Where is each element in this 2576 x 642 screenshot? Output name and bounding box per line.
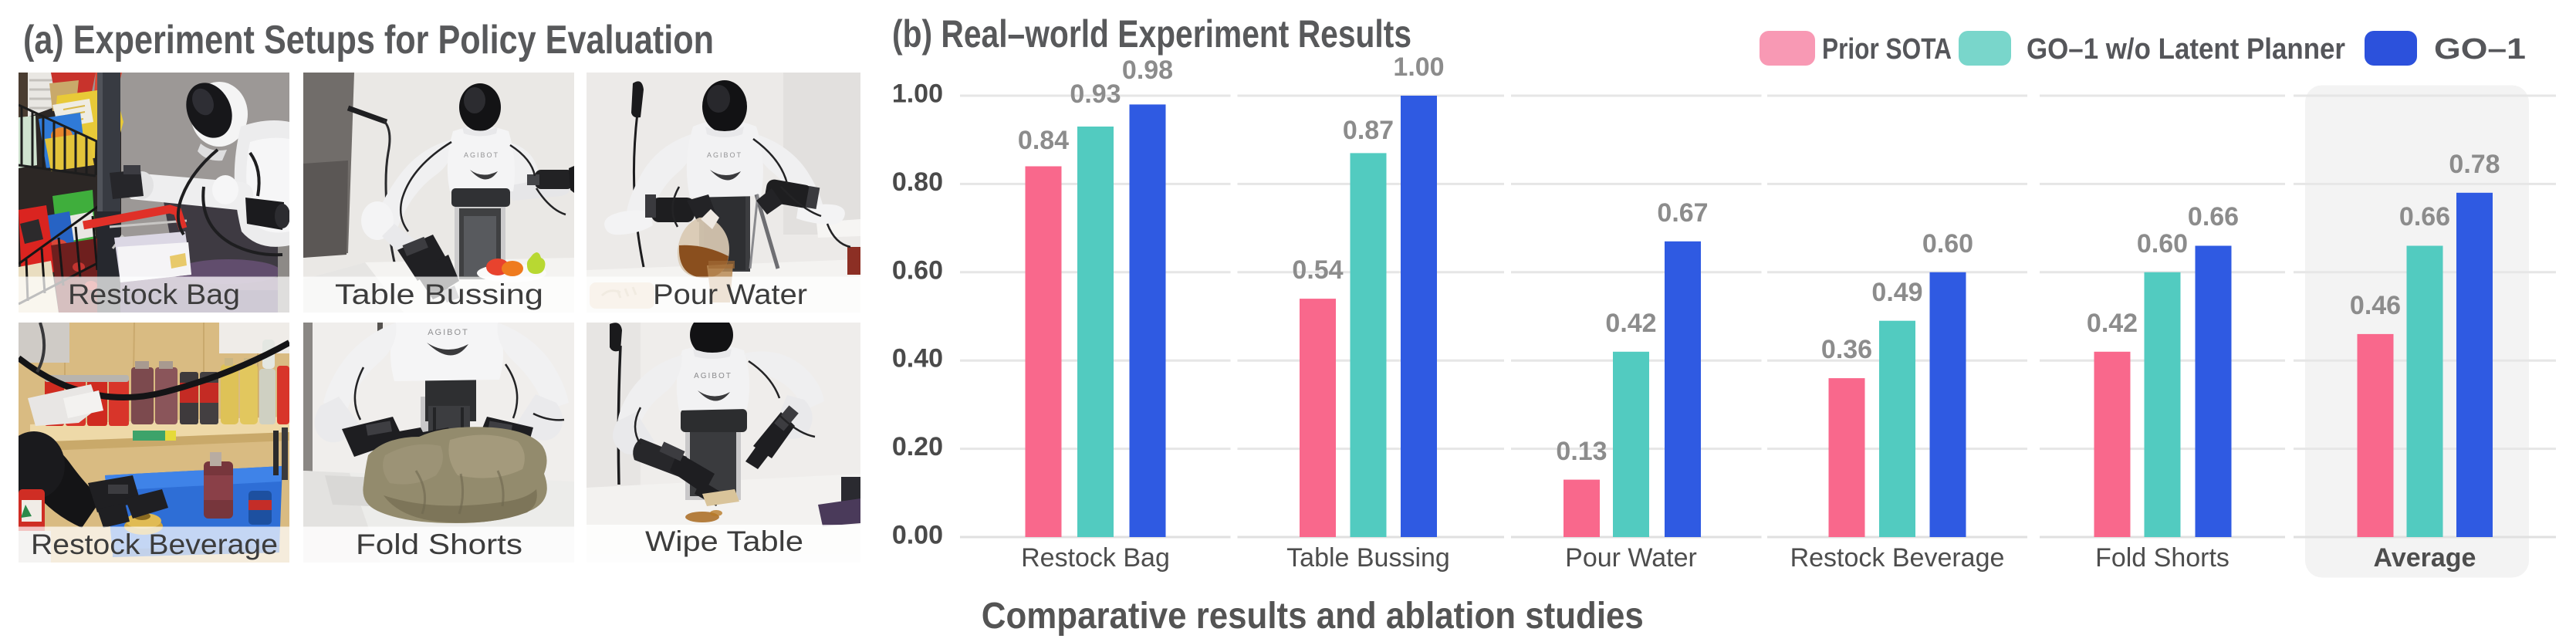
svg-text:Restock Beverage: Restock Beverage (1790, 543, 2005, 573)
svg-text:(a) Experiment Setups for Poli: (a) Experiment Setups for Policy Evaluat… (23, 18, 714, 63)
svg-text:0.60: 0.60 (892, 255, 943, 285)
svg-text:Fold Shorts: Fold Shorts (2095, 543, 2229, 573)
svg-text:0.66: 0.66 (2188, 202, 2239, 231)
svg-text:AGIBOT: AGIBOT (707, 151, 742, 159)
svg-text:0.60: 0.60 (1922, 229, 1973, 258)
svg-text:AGIBOT: AGIBOT (464, 151, 499, 159)
svg-text:0.00: 0.00 (892, 521, 943, 550)
svg-text:0.42: 0.42 (1605, 309, 1656, 338)
svg-text:0.13: 0.13 (1556, 437, 1607, 466)
svg-text:Comparative results and ablati: Comparative results and ablation studies (982, 596, 1644, 637)
svg-text:0.49: 0.49 (1871, 278, 1922, 307)
svg-text:1.00: 1.00 (892, 79, 943, 109)
svg-text:0.67: 0.67 (1657, 198, 1708, 228)
svg-text:0.46: 0.46 (2350, 291, 2401, 320)
svg-text:Pour Water: Pour Water (653, 279, 807, 310)
svg-text:0.84: 0.84 (1018, 126, 1069, 155)
svg-text:0.66: 0.66 (2399, 202, 2450, 231)
svg-text:Restock Bag: Restock Bag (68, 279, 240, 310)
svg-text:0.93: 0.93 (1070, 79, 1121, 109)
svg-text:Average: Average (2374, 543, 2476, 573)
svg-text:0.87: 0.87 (1343, 116, 1394, 145)
svg-text:(b) Real–world Experiment Resu: (b) Real–world Experiment Results (892, 12, 1411, 56)
svg-text:0.40: 0.40 (892, 344, 943, 373)
svg-text:Wipe Table: Wipe Table (645, 525, 803, 557)
svg-text:0.36: 0.36 (1821, 335, 1872, 364)
svg-text:0.80: 0.80 (892, 167, 943, 197)
svg-text:Prior SOTA: Prior SOTA (1822, 33, 1952, 66)
svg-text:GO–1 w/o Latent Planner: GO–1 w/o Latent Planner (2027, 33, 2345, 66)
svg-text:0.78: 0.78 (2449, 150, 2500, 179)
svg-text:0.60: 0.60 (2137, 229, 2188, 258)
svg-text:0.20: 0.20 (892, 432, 943, 461)
svg-text:0.54: 0.54 (1292, 255, 1343, 285)
svg-text:GO–1: GO–1 (2434, 33, 2526, 66)
svg-text:AGIBOT: AGIBOT (694, 372, 732, 380)
svg-text:0.98: 0.98 (1122, 56, 1173, 85)
svg-text:Restock Beverage: Restock Beverage (31, 529, 278, 560)
svg-text:AGIBOT: AGIBOT (428, 328, 469, 337)
svg-text:0.42: 0.42 (2087, 309, 2138, 338)
svg-text:1.00: 1.00 (1393, 52, 1444, 82)
svg-text:Fold Shorts: Fold Shorts (356, 529, 522, 560)
svg-text:Table Bussing: Table Bussing (1286, 543, 1450, 573)
svg-text:Table Bussing: Table Bussing (335, 279, 543, 310)
svg-text:Restock Bag: Restock Bag (1021, 543, 1170, 573)
svg-text:Pour Water: Pour Water (1565, 543, 1697, 573)
